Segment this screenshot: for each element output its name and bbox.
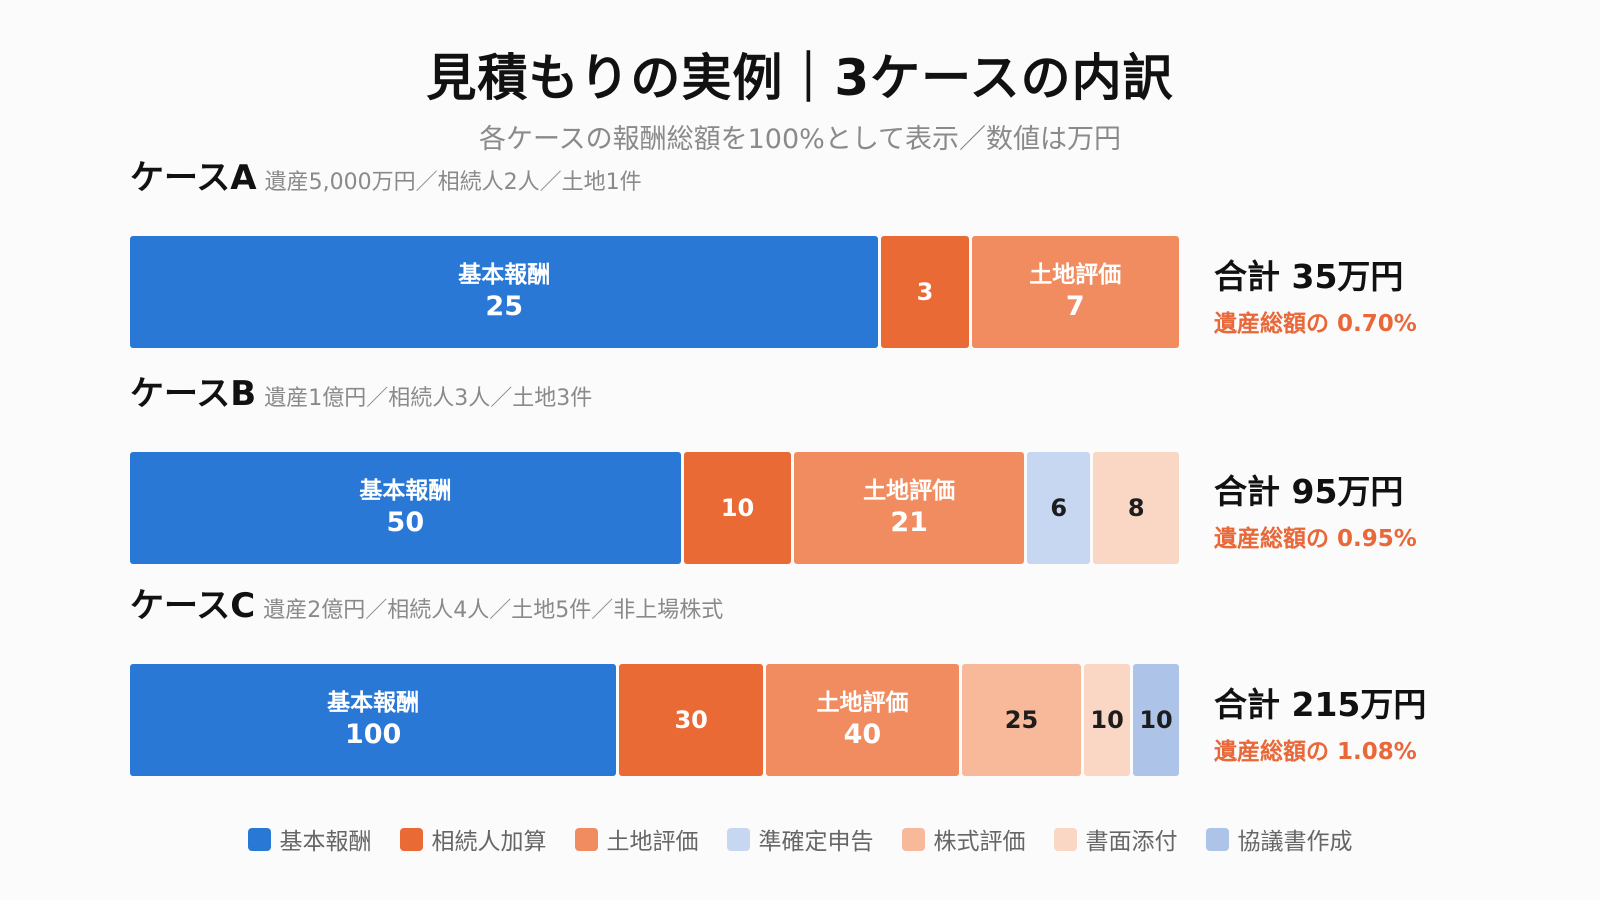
legend-swatch bbox=[247, 827, 271, 851]
total-label: 合計 215万円 bbox=[1214, 685, 1427, 724]
bar-segment: 8 bbox=[1093, 452, 1179, 564]
chart-legend: 基本報酬 相続人加算 土地評価 準確定申告 株式評価 書面添付 協議書作成 bbox=[0, 822, 1600, 856]
legend-item: 基本報酬 bbox=[247, 822, 372, 856]
bar-segment: 土地評価 7 bbox=[971, 236, 1179, 348]
total-block: 合計 215万円遺産総額の 1.08% bbox=[1214, 678, 1426, 766]
segment-value: 10 bbox=[1139, 706, 1173, 734]
legend-label: 土地評価 bbox=[606, 829, 699, 855]
case-name: ケースB bbox=[130, 374, 257, 414]
bar-segment: 10 bbox=[1133, 664, 1179, 776]
legend-item: 書面添付 bbox=[1053, 822, 1178, 856]
case-header: ケースA 遺産5,000万円／相続人2人／土地1件 bbox=[130, 150, 642, 199]
case-description: 遺産1億円／相続人3人／土地3件 bbox=[264, 386, 593, 411]
segment-value: 10 bbox=[1090, 706, 1124, 734]
legend-item: 土地評価 bbox=[574, 822, 699, 856]
case-name: ケースC bbox=[130, 586, 256, 626]
bar-segment: 基本報酬 25 bbox=[130, 236, 879, 348]
chart-subtitle: 各ケースの報酬総額を100%として表示／数値は万円 bbox=[478, 124, 1122, 155]
segment-label: 土地評価 bbox=[816, 689, 909, 716]
total-label: 合計 35万円 bbox=[1214, 257, 1404, 296]
bar-segment: 25 bbox=[961, 664, 1082, 776]
legend-item: 協議書作成 bbox=[1205, 822, 1353, 856]
bar-segment: 10 bbox=[683, 452, 792, 564]
bar-segment: 3 bbox=[881, 236, 969, 348]
legend-label: 相続人加算 bbox=[431, 829, 547, 855]
legend-swatch bbox=[399, 827, 423, 851]
percent-of-estate: 遺産総額の 0.70% bbox=[1214, 311, 1417, 337]
legend-swatch bbox=[901, 827, 925, 851]
bar-segment: 6 bbox=[1026, 452, 1091, 564]
segment-value: 3 bbox=[916, 278, 934, 306]
stacked-bar: 基本報酬 25 3 土地評価 7 bbox=[130, 236, 1182, 348]
legend-item: 準確定申告 bbox=[726, 822, 874, 856]
legend-swatch bbox=[1053, 827, 1077, 851]
segment-value: 30 bbox=[674, 706, 708, 734]
legend-label: 協議書作成 bbox=[1237, 829, 1353, 855]
case-description: 遺産5,000万円／相続人2人／土地1件 bbox=[264, 170, 642, 195]
segment-label: 土地評価 bbox=[1029, 261, 1122, 288]
total-block: 合計 35万円遺産総額の 0.70% bbox=[1214, 250, 1417, 338]
case-name: ケースA bbox=[130, 158, 257, 198]
segment-value: 40 bbox=[843, 718, 882, 750]
legend-label: 株式評価 bbox=[933, 829, 1026, 855]
segment-value: 100 bbox=[344, 718, 402, 750]
segment-label: 基本報酬 bbox=[458, 261, 551, 288]
case-description: 遺産2億円／相続人4人／土地5件／非上場株式 bbox=[263, 598, 724, 623]
segment-value: 50 bbox=[386, 506, 425, 538]
legend-label: 基本報酬 bbox=[279, 829, 372, 855]
segment-value: 25 bbox=[485, 290, 523, 322]
legend-swatch bbox=[574, 827, 598, 851]
segment-value: 8 bbox=[1127, 494, 1145, 522]
bar-segment: 基本報酬 50 bbox=[130, 452, 681, 564]
bar-segment: 土地評価 21 bbox=[794, 452, 1024, 564]
total-block: 合計 95万円遺産総額の 0.95% bbox=[1214, 465, 1417, 553]
total-label: 合計 95万円 bbox=[1214, 472, 1404, 511]
segment-value: 6 bbox=[1050, 494, 1068, 522]
bar-segment: 10 bbox=[1084, 664, 1131, 776]
legend-label: 準確定申告 bbox=[758, 829, 874, 855]
legend-swatch bbox=[726, 827, 750, 851]
segment-label: 土地評価 bbox=[863, 477, 956, 504]
percent-of-estate: 遺産総額の 1.08% bbox=[1214, 739, 1417, 765]
bar-segment: 30 bbox=[619, 664, 764, 776]
legend-item: 相続人加算 bbox=[399, 822, 547, 856]
stacked-bar: 基本報酬 50 10 土地評価 21 6 8 bbox=[130, 452, 1182, 564]
legend-label: 書面添付 bbox=[1085, 829, 1178, 855]
segment-value: 21 bbox=[890, 506, 928, 538]
segment-value: 10 bbox=[720, 494, 755, 522]
segment-label: 基本報酬 bbox=[327, 689, 420, 716]
chart-title: 見積もりの実例｜3ケースの内訳 bbox=[426, 49, 1174, 107]
segment-value: 7 bbox=[1065, 290, 1085, 322]
stacked-bar: 基本報酬 100 30 土地評価 40 25 10 10 bbox=[130, 664, 1182, 776]
bar-segment: 基本報酬 100 bbox=[130, 664, 617, 776]
segment-label: 基本報酬 bbox=[359, 477, 452, 504]
bar-segment: 土地評価 40 bbox=[766, 664, 959, 776]
segment-value: 25 bbox=[1004, 706, 1039, 734]
legend-swatch bbox=[1205, 827, 1229, 851]
case-header: ケースB 遺産1億円／相続人3人／土地3件 bbox=[130, 366, 592, 415]
percent-of-estate: 遺産総額の 0.95% bbox=[1214, 526, 1417, 552]
case-header: ケースC 遺産2億円／相続人4人／土地5件／非上場株式 bbox=[130, 578, 723, 627]
legend-item: 株式評価 bbox=[901, 822, 1026, 856]
